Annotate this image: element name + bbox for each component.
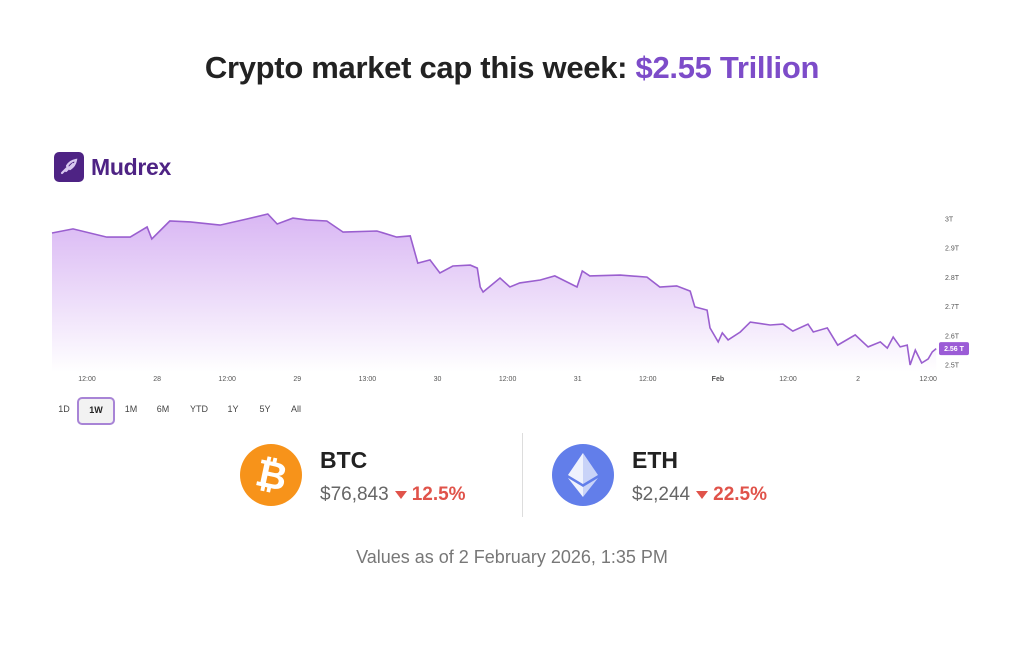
x-tick-label: 13:00 <box>359 376 377 383</box>
x-tick-label: 12:00 <box>218 376 236 383</box>
range-button-1y[interactable]: 1Y <box>227 404 239 414</box>
x-tick-label: 12:00 <box>78 376 96 383</box>
x-tick-label: 2 <box>856 376 860 383</box>
mudrex-logo-icon <box>54 152 84 182</box>
range-button-1d[interactable]: 1D <box>58 404 70 414</box>
y-tick-label: 2.5T <box>945 363 960 370</box>
brand-logo: Mudrex <box>54 152 171 182</box>
x-tick-label: 12:00 <box>919 376 937 383</box>
x-tick-label: 12:00 <box>639 376 657 383</box>
coin-change-value: 12.5% <box>411 484 466 505</box>
current-value-label: 2.56 T <box>944 346 965 353</box>
coin-eth: ETH $2,244 22.5% <box>552 444 767 506</box>
current-value-badge <box>939 342 969 356</box>
coin-btc: ₿ BTC $76,843 12.5% <box>240 444 466 506</box>
timestamp-note: Values as of 2 February 2026, 1:35 PM <box>356 547 668 567</box>
title-prefix: Crypto market cap this week: <box>204 50 636 85</box>
brand-name: Mudrex <box>91 153 171 180</box>
y-tick-label: 2.7T <box>945 304 960 311</box>
coin-change-value: 22.5% <box>713 484 767 505</box>
x-tick-label: 29 <box>293 376 301 383</box>
chart-line <box>51 213 937 366</box>
x-tick-label: 28 <box>153 376 161 383</box>
coin-change: 22.5% <box>696 484 767 506</box>
coin-change: 12.5% <box>394 484 466 506</box>
coin-price: $76,843 <box>320 484 389 505</box>
chart-area-fill <box>52 214 937 372</box>
range-button-1m[interactable]: 1M <box>124 404 138 414</box>
coin-symbol: BTC <box>320 447 368 473</box>
range-button-ytd[interactable]: YTD <box>190 404 208 414</box>
x-tick-label: 30 <box>434 376 442 383</box>
ethereum-icon <box>552 444 614 506</box>
down-triangle-icon <box>696 491 709 499</box>
x-tick-label: 31 <box>574 376 582 383</box>
divider <box>522 433 523 517</box>
bitcoin-icon: ₿ <box>240 444 302 506</box>
coin-symbol: ETH <box>632 447 678 473</box>
y-tick-label: 3T <box>945 217 954 224</box>
x-tick-label: 12:00 <box>779 376 797 383</box>
range-button-6m[interactable]: 6M <box>156 404 170 414</box>
market-cap-value: $2.55 Trillion <box>635 50 820 85</box>
current-value-marker: 2.56 T <box>939 342 969 356</box>
range-button-1w[interactable]: 1W <box>77 397 115 425</box>
y-tick-label: 2.8T <box>945 275 960 282</box>
range-button-5y[interactable]: 5Y <box>259 404 271 414</box>
x-tick-label: 12:00 <box>499 376 517 383</box>
x-tick-label: Feb <box>712 376 724 383</box>
range-button-all[interactable]: All <box>290 404 302 414</box>
coin-price: $2,244 <box>632 484 691 505</box>
page-title: Crypto market cap this week: $2.55 Trill… <box>0 50 1024 86</box>
market-cap-chart: 3T 2.9T 2.8T 2.7T 2.6T 2.5T 12:00 28 12:00 29 13:… <box>51 213 969 383</box>
y-tick-label: 2.6T <box>945 333 960 340</box>
y-tick-label: 2.9T <box>945 246 960 253</box>
down-triangle-icon <box>394 491 407 499</box>
